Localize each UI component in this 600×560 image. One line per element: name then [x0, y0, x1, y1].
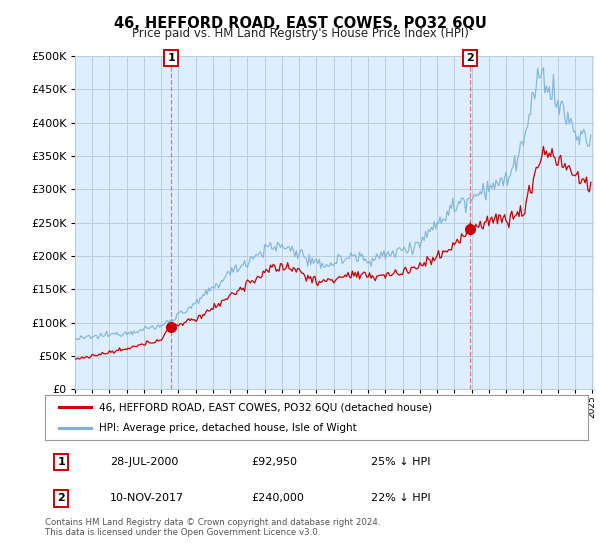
Text: 46, HEFFORD ROAD, EAST COWES, PO32 6QU (detached house): 46, HEFFORD ROAD, EAST COWES, PO32 6QU (… — [100, 402, 433, 412]
Text: 25% ↓ HPI: 25% ↓ HPI — [371, 457, 430, 467]
Text: 22% ↓ HPI: 22% ↓ HPI — [371, 493, 430, 503]
Text: 1: 1 — [58, 457, 65, 467]
Text: 10-NOV-2017: 10-NOV-2017 — [110, 493, 184, 503]
Text: 1: 1 — [167, 53, 175, 63]
Text: £92,950: £92,950 — [251, 457, 298, 467]
Text: 46, HEFFORD ROAD, EAST COWES, PO32 6QU: 46, HEFFORD ROAD, EAST COWES, PO32 6QU — [113, 16, 487, 31]
Text: 28-JUL-2000: 28-JUL-2000 — [110, 457, 179, 467]
Text: 2: 2 — [466, 53, 474, 63]
Text: 2: 2 — [58, 493, 65, 503]
Text: Contains HM Land Registry data © Crown copyright and database right 2024.
This d: Contains HM Land Registry data © Crown c… — [45, 518, 380, 538]
Text: HPI: Average price, detached house, Isle of Wight: HPI: Average price, detached house, Isle… — [100, 423, 357, 433]
Text: Price paid vs. HM Land Registry's House Price Index (HPI): Price paid vs. HM Land Registry's House … — [131, 27, 469, 40]
Text: £240,000: £240,000 — [251, 493, 304, 503]
